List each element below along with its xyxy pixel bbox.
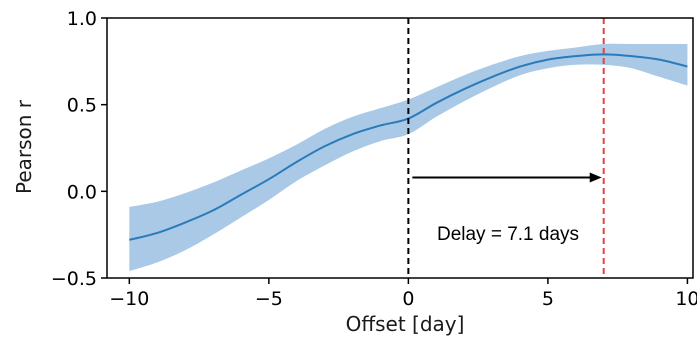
x-tick-label: 10 — [675, 288, 697, 310]
confidence-band-0 — [129, 43, 688, 272]
axes: −10 −5 0 5 10 −0.5 0.0 0.5 1.0 — [51, 8, 697, 310]
x-tick-label: 0 — [402, 288, 414, 310]
x-axis-label: Offset [day] — [346, 312, 465, 336]
plot-frame — [106, 17, 694, 279]
y-tick-label: 0.5 — [67, 95, 97, 117]
plot-area — [129, 18, 688, 278]
x-tick-label: −5 — [255, 288, 283, 310]
x-tick-label: 5 — [542, 288, 554, 310]
delay-annotation: Delay = 7.1 days — [437, 224, 579, 245]
y-axis-label: Pearson r — [12, 99, 36, 194]
y-tick-label: 1.0 — [67, 8, 97, 30]
x-tick-label: −10 — [109, 288, 149, 310]
delay-arrow-head — [589, 172, 602, 183]
y-tick-label: 0.0 — [67, 181, 97, 203]
y-tick-label: −0.5 — [51, 268, 97, 290]
